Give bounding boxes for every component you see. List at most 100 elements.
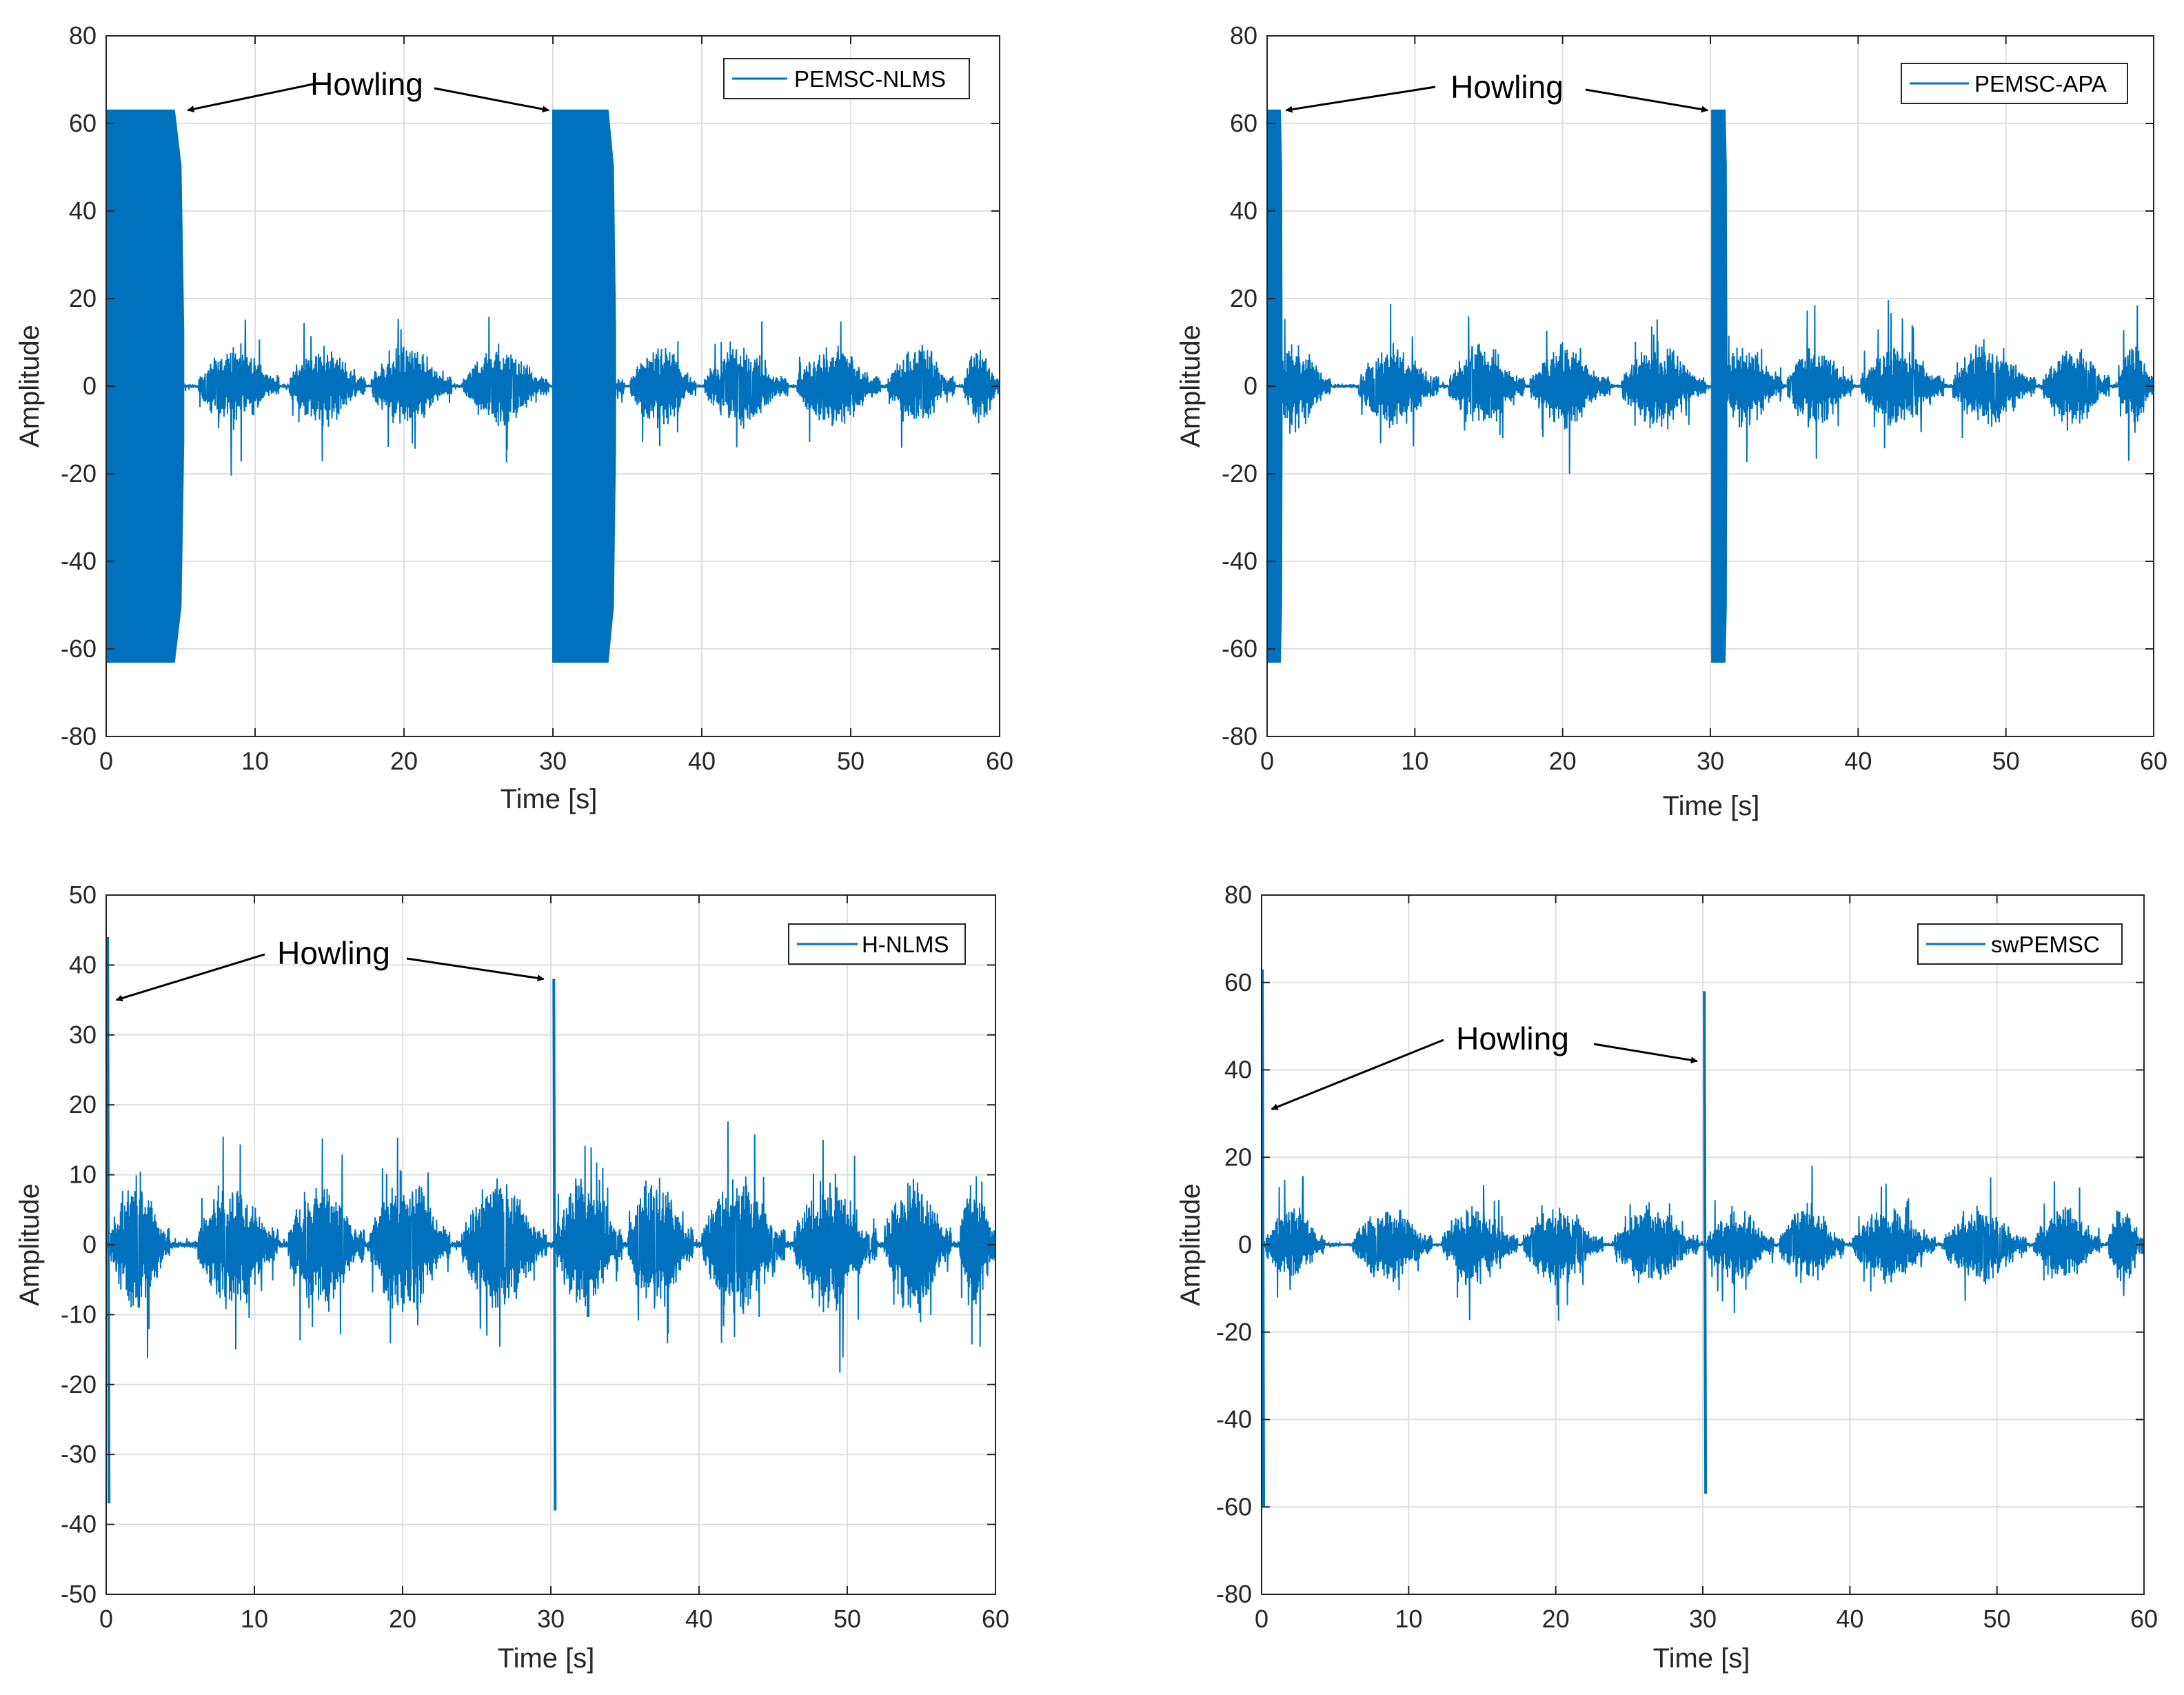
y-tick-label: -80 xyxy=(61,722,97,750)
howling-spike xyxy=(1261,969,1266,1507)
y-tick-label: 10 xyxy=(69,1161,97,1189)
x-tick-label: 20 xyxy=(1549,747,1577,775)
howling-annotation: Howling xyxy=(1450,69,1564,105)
signal-line xyxy=(105,1121,996,1373)
y-tick-label: -10 xyxy=(61,1300,97,1328)
legend-label: swPEMSC xyxy=(1991,932,2100,957)
y-tick-label: -60 xyxy=(61,634,97,663)
x-tick-label: 30 xyxy=(1689,1605,1717,1633)
y-tick-label: -20 xyxy=(61,459,97,488)
y-tick-label: 20 xyxy=(1224,1143,1252,1171)
x-tick-label: 40 xyxy=(685,1605,713,1633)
x-tick-label: 20 xyxy=(390,747,418,775)
y-tick-label: 0 xyxy=(1244,372,1257,400)
howling-annotation: Howling xyxy=(1456,1021,1569,1056)
chart-panel-pemsc-apa: Amplitude Time [s] PEMSC-APA Howling xyxy=(1175,63,2128,821)
y-tick-label: 20 xyxy=(69,1090,97,1119)
y-tick-label: -60 xyxy=(1222,634,1257,663)
howling-arrow xyxy=(1285,86,1436,113)
x-axis-label: Time [s] xyxy=(498,1643,595,1674)
x-axis-label: Time [s] xyxy=(1653,1643,1750,1674)
howling-arrow xyxy=(406,957,545,982)
x-tick-label: 50 xyxy=(833,1605,861,1633)
y-tick-label: 60 xyxy=(1230,109,1257,137)
legend-label: PEMSC-NLMS xyxy=(794,66,946,92)
howling-annotation: Howling xyxy=(310,66,423,102)
signal-line xyxy=(1261,1165,2145,1321)
howling-spike xyxy=(552,979,557,1511)
y-tick-label: 0 xyxy=(83,1230,97,1258)
x-tick-label: 50 xyxy=(1992,747,2020,775)
x-tick-label: 0 xyxy=(99,1605,113,1633)
y-tick-label: -80 xyxy=(1216,1580,1252,1608)
y-tick-label: 20 xyxy=(69,284,97,312)
x-tick-label: 10 xyxy=(241,747,269,775)
chart-panel-swpemsc: Amplitude Time [s] swPEMSC Howling xyxy=(1175,923,2123,1674)
x-tick-label: 30 xyxy=(537,1605,565,1633)
howling-burst xyxy=(105,109,185,663)
y-axis-label: Amplitude xyxy=(1175,325,1206,448)
x-tick-label: 50 xyxy=(837,747,865,775)
chart-panel-pemsc-nlms: Amplitude Time [s] PEMSC-NLMS Howling xyxy=(14,58,970,814)
legend: PEMSC-APA xyxy=(1901,63,2128,104)
x-tick-label: 60 xyxy=(2140,747,2167,775)
x-tick-label: 0 xyxy=(99,747,113,775)
y-tick-label: -60 xyxy=(1216,1492,1252,1521)
y-tick-label: -40 xyxy=(61,1510,97,1538)
howling-annotation: Howling xyxy=(277,935,390,971)
y-tick-label: 40 xyxy=(69,197,97,225)
x-tick-label: 0 xyxy=(1255,1605,1268,1633)
signal-line xyxy=(1266,300,2154,474)
x-tick-label: 60 xyxy=(982,1605,1009,1633)
y-tick-label: -40 xyxy=(61,547,97,575)
y-tick-label: 80 xyxy=(69,21,97,50)
howling-burst xyxy=(1711,109,1728,663)
y-tick-label: 0 xyxy=(83,372,97,400)
howling-arrow xyxy=(1593,1043,1698,1064)
plot-area-0: 0 10 20 30 40 50 60 -80 -60 -40 -20 0 20 40 60 80 xyxy=(61,21,1013,775)
howling-arrow xyxy=(187,83,314,113)
y-tick-label: 60 xyxy=(1224,968,1252,996)
x-tick-label: 20 xyxy=(389,1605,416,1633)
x-tick-label: 10 xyxy=(1401,747,1428,775)
x-tick-label: 40 xyxy=(1836,1605,1863,1633)
x-tick-label: 30 xyxy=(539,747,567,775)
x-tick-label: 60 xyxy=(2130,1605,2158,1633)
y-tick-label: 50 xyxy=(69,881,97,909)
howling-burst xyxy=(552,109,616,663)
x-tick-label: 10 xyxy=(1395,1605,1422,1633)
y-tick-label: -30 xyxy=(61,1440,97,1468)
legend: swPEMSC xyxy=(1917,923,2123,965)
y-tick-label: -40 xyxy=(1216,1405,1252,1434)
y-tick-label: 40 xyxy=(1224,1056,1252,1084)
chart-panel-h-nlms: Amplitude Time [s] H-NLMS Howling xyxy=(14,923,966,1674)
y-tick-label: -20 xyxy=(1216,1318,1252,1346)
howling-arrow xyxy=(1585,88,1709,113)
y-tick-label: 0 xyxy=(1238,1230,1252,1258)
howling-arrow xyxy=(434,87,549,113)
x-tick-label: 40 xyxy=(688,747,716,775)
x-tick-label: 20 xyxy=(1542,1605,1570,1633)
howling-arrow xyxy=(1271,1039,1444,1110)
y-tick-label: -20 xyxy=(61,1370,97,1398)
y-tick-label: 20 xyxy=(1230,284,1257,312)
plot-area-1: 0 10 20 30 40 50 60 -80 -60 -40 -20 0 20 40 60 80 xyxy=(1222,21,2167,775)
y-tick-label: -50 xyxy=(61,1580,97,1608)
howling-spike xyxy=(1703,991,1708,1494)
y-axis-label: Amplitude xyxy=(14,325,45,448)
y-tick-label: -40 xyxy=(1222,547,1257,575)
howling-arrow xyxy=(115,953,265,1002)
legend: H-NLMS xyxy=(788,923,966,965)
x-axis-label: Time [s] xyxy=(1663,791,1760,821)
x-axis-label: Time [s] xyxy=(501,784,598,814)
x-tick-label: 10 xyxy=(241,1605,268,1633)
x-tick-label: 0 xyxy=(1260,747,1274,775)
x-tick-label: 30 xyxy=(1697,747,1724,775)
y-tick-label: 80 xyxy=(1224,881,1252,909)
y-tick-label: 40 xyxy=(1230,197,1257,225)
legend-label: H-NLMS xyxy=(862,932,949,957)
y-tick-label: 60 xyxy=(69,109,97,137)
y-axis-label: Amplitude xyxy=(14,1183,45,1306)
y-tick-label: -20 xyxy=(1222,459,1257,488)
